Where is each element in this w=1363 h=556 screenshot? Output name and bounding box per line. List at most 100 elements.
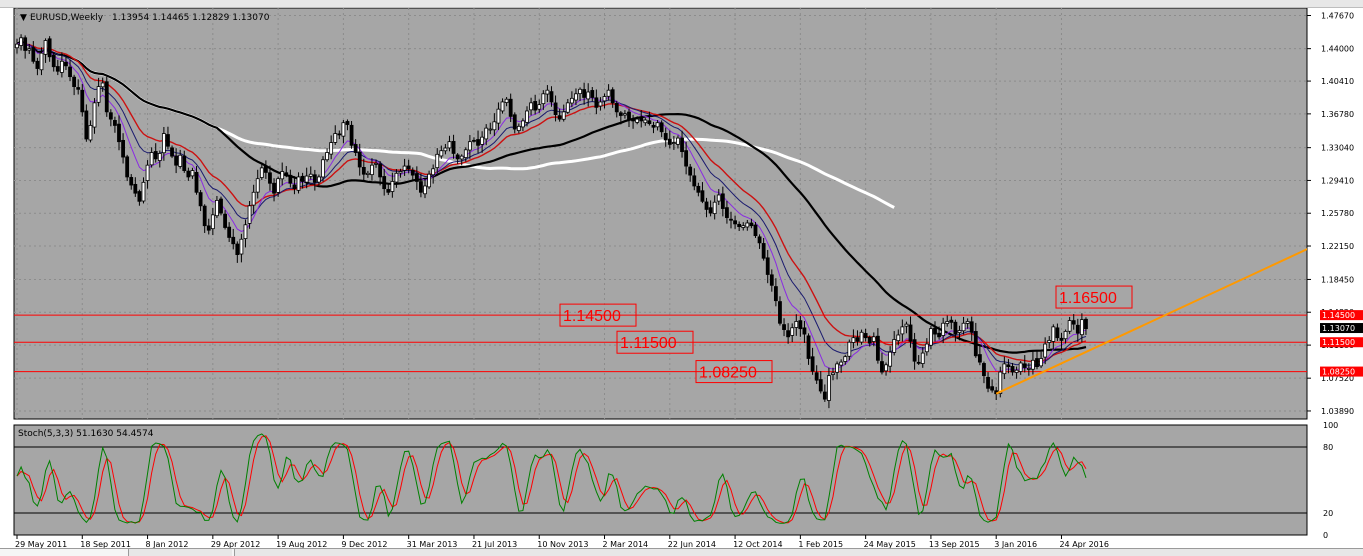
- bear-candle: [121, 139, 125, 158]
- bear-candle: [867, 336, 872, 344]
- bull-candle: [892, 339, 897, 353]
- bear-candle: [349, 124, 354, 146]
- bear-candle: [104, 81, 109, 113]
- bull-candle: [1043, 343, 1048, 358]
- bear-candle: [84, 110, 89, 140]
- ma-red-line: [16, 42, 1087, 363]
- bear-candle: [610, 89, 615, 104]
- bear-candle: [590, 90, 595, 98]
- bear-candle: [472, 139, 476, 142]
- bear-candle: [170, 147, 174, 157]
- chart-window[interactable]: 1.14500 1.11500 1.08250 1.16500 1.47670 1.44…: [0, 8, 1363, 548]
- bull-candle: [929, 328, 933, 346]
- bear-candle: [1071, 320, 1076, 325]
- x-tick-label: 29 Apr 2012: [211, 540, 260, 548]
- y-tick-label: 1.07520: [1321, 374, 1354, 383]
- bull-candle: [27, 48, 32, 51]
- bull-candle: [394, 172, 399, 183]
- bear-candle: [973, 331, 978, 357]
- bull-candle: [965, 321, 970, 324]
- bull-candle: [716, 194, 721, 202]
- bear-candle: [737, 223, 742, 227]
- horizontal-levels: [14, 314, 1307, 373]
- bear-candle: [533, 101, 538, 111]
- stoch-main-line: [16, 433, 1087, 524]
- chart-tab[interactable]: [0, 549, 129, 556]
- bear-candle: [986, 376, 990, 389]
- stoch-levels: [14, 446, 1307, 514]
- bear-candle: [557, 115, 562, 120]
- bear-candle: [76, 87, 81, 90]
- bear-candle: [386, 189, 391, 193]
- bear-candle: [684, 150, 689, 167]
- bear-candle: [353, 144, 358, 153]
- bear-candle: [1035, 358, 1039, 368]
- bear-candle: [23, 37, 28, 51]
- bear-candle: [977, 354, 982, 363]
- bear-candle: [814, 372, 819, 381]
- y-tick-label: 1.29410: [1321, 176, 1354, 185]
- bull-candle: [1047, 340, 1052, 343]
- price-tag-label: 1.14500: [1322, 311, 1355, 320]
- bull-candle: [15, 43, 19, 49]
- bull-candle: [847, 341, 852, 357]
- bull-candle: [398, 171, 403, 174]
- bear-candle: [108, 112, 113, 120]
- bear-candle: [198, 192, 203, 207]
- bear-candle: [476, 139, 480, 146]
- bear-candle: [410, 169, 415, 176]
- x-tick-label: 1 Feb 2015: [798, 540, 843, 548]
- bear-candle: [696, 185, 701, 193]
- trendline[interactable]: [995, 204, 1363, 395]
- bull-candle: [1063, 330, 1068, 340]
- stoch-panel[interactable]: [13, 424, 1308, 536]
- bull-candle: [280, 171, 285, 180]
- bear-candle: [729, 218, 733, 221]
- level-label-box: [559, 303, 637, 327]
- y-tick-label: 1.47670: [1321, 11, 1354, 20]
- bull-candle: [333, 133, 338, 143]
- bear-candle: [749, 222, 754, 227]
- bull-candle: [178, 154, 183, 167]
- price-axis: 1.47670 1.44000 1.40410 1.36780 1.33040 1.294…: [1307, 11, 1363, 416]
- bear-candle: [455, 154, 460, 160]
- bull-candle: [492, 121, 497, 131]
- bear-candle: [31, 47, 36, 62]
- bull-candle: [537, 104, 542, 110]
- bear-candle: [312, 174, 317, 183]
- bear-candle: [908, 324, 913, 342]
- bear-candle: [778, 301, 782, 324]
- bear-candle: [725, 207, 729, 218]
- chart-tabs-bar: [0, 548, 1363, 556]
- collapse-triangle-icon[interactable]: ▼: [20, 13, 27, 23]
- bear-candle: [268, 172, 272, 184]
- bear-candle: [810, 356, 815, 372]
- bull-candle: [161, 133, 166, 154]
- level-label-text: 1.14500: [563, 308, 621, 325]
- bull-candle: [529, 102, 533, 111]
- bear-candle: [680, 137, 684, 153]
- bull-candle: [794, 321, 799, 328]
- bear-candle: [786, 330, 791, 338]
- stoch-tick-label: 100: [1323, 421, 1338, 430]
- bull-candle: [941, 322, 946, 336]
- bull-candle: [859, 331, 864, 343]
- bear-candle: [659, 122, 664, 133]
- bear-candle: [272, 182, 276, 194]
- bull-candle: [586, 91, 591, 100]
- bear-candle: [1055, 327, 1060, 339]
- bull-candle: [243, 224, 248, 240]
- bear-candle: [194, 171, 199, 193]
- bear-candle: [704, 201, 709, 210]
- level-label-text: 1.16500: [1059, 290, 1117, 307]
- bear-candle: [345, 121, 350, 125]
- bear-candle: [202, 205, 207, 227]
- bear-candle: [912, 339, 917, 362]
- bull-candle: [443, 147, 448, 152]
- bear-candle: [263, 165, 268, 173]
- bear-candle: [508, 98, 513, 117]
- bear-candle: [692, 175, 697, 187]
- x-tick-label: 18 Sep 2011: [80, 540, 131, 548]
- stoch-tick-label: 0: [1323, 531, 1328, 540]
- bear-candle: [1075, 324, 1080, 334]
